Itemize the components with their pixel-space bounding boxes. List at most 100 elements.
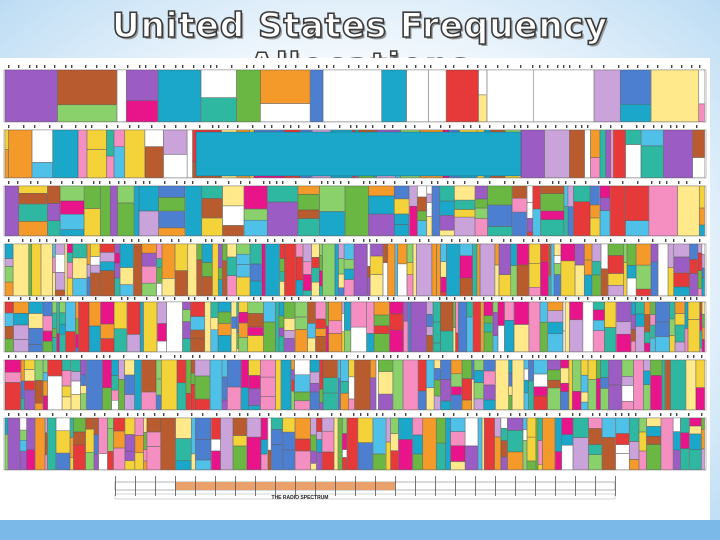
allocation-cell	[124, 460, 135, 470]
allocation-cell	[319, 211, 345, 236]
frequency-tick	[657, 65, 659, 68]
allocation-cell	[436, 243, 441, 296]
frequency-tick	[471, 355, 473, 358]
allocation-cell	[52, 328, 57, 338]
allocation-cell	[195, 131, 522, 177]
allocation-cell	[19, 440, 27, 452]
allocation-cell	[28, 301, 43, 314]
frequency-tick	[138, 239, 140, 242]
allocation-cell	[646, 417, 662, 427]
allocation-cell	[588, 444, 602, 455]
allocation-cell	[134, 417, 144, 436]
frequency-tick	[260, 297, 262, 300]
allocation-cell	[461, 359, 472, 379]
allocation-cell	[459, 243, 473, 256]
frequency-tick	[369, 239, 371, 242]
allocation-cell	[640, 129, 664, 146]
frequency-tick	[420, 413, 422, 416]
allocation-cell	[575, 243, 585, 266]
allocation-cell	[560, 260, 576, 296]
frequency-tick	[555, 355, 557, 358]
allocation-cell	[507, 417, 524, 431]
allocation-cell	[625, 144, 641, 178]
frequency-tick	[363, 239, 365, 242]
legend-tick	[355, 476, 356, 496]
allocation-cell	[524, 380, 529, 393]
allocation-cell	[73, 431, 86, 445]
allocation-cell	[451, 394, 462, 410]
allocation-cell	[615, 453, 630, 470]
allocation-cell	[72, 257, 87, 279]
frequency-tick	[191, 413, 193, 416]
legend-tick	[275, 476, 276, 496]
allocation-cell	[492, 335, 498, 352]
allocation-cell	[222, 376, 228, 400]
allocation-cell	[182, 309, 191, 322]
frequency-tick	[459, 239, 461, 242]
frequency-tick	[29, 65, 31, 68]
frequency-tick	[356, 125, 358, 128]
allocation-cell	[127, 301, 141, 335]
allocation-cell	[408, 301, 411, 352]
frequency-tick	[368, 297, 370, 300]
allocation-cell	[440, 330, 454, 352]
allocation-cell	[244, 220, 268, 236]
frequency-tick	[263, 181, 265, 184]
allocation-cell	[487, 226, 513, 236]
allocation-cell	[370, 359, 376, 378]
allocation-cell	[185, 185, 202, 236]
allocation-cell	[100, 185, 111, 236]
allocation-cell	[186, 359, 191, 394]
frequency-tick	[618, 65, 620, 68]
allocation-cell	[246, 417, 262, 438]
allocation-cell	[523, 429, 528, 441]
allocation-cell	[100, 261, 115, 271]
allocation-cell	[57, 69, 117, 105]
allocation-cell	[413, 243, 417, 296]
allocation-cell	[695, 387, 705, 410]
allocation-cell	[599, 197, 611, 211]
allocation-cell	[445, 417, 451, 470]
frequency-tick	[214, 297, 216, 300]
legend-tick	[455, 476, 456, 496]
allocation-cell	[34, 359, 43, 381]
frequency-tick	[391, 239, 393, 242]
allocation-cell	[494, 243, 499, 266]
frequency-tick	[8, 297, 10, 300]
allocation-cell	[564, 206, 568, 236]
allocation-cell	[569, 129, 585, 178]
allocation-cell	[90, 256, 100, 266]
allocation-cell	[62, 370, 72, 387]
frequency-tick	[249, 239, 251, 242]
allocation-cell	[160, 417, 176, 470]
allocation-cell	[615, 444, 630, 454]
allocation-cell	[31, 243, 41, 296]
allocation-cell	[42, 331, 53, 342]
frequency-tick	[690, 297, 692, 300]
allocation-cell	[4, 266, 14, 283]
allocation-cell	[100, 252, 115, 262]
allocation-cell	[284, 338, 295, 352]
allocation-cell	[156, 267, 162, 284]
allocation-cell	[114, 278, 120, 296]
frequency-tick	[66, 239, 68, 242]
allocation-cell	[500, 440, 508, 457]
allocation-cell	[669, 301, 675, 319]
allocation-cell	[434, 368, 441, 381]
legend-tick	[435, 476, 436, 496]
legend-tick	[235, 476, 236, 496]
allocation-cell	[590, 217, 600, 236]
allocation-cell	[84, 185, 101, 209]
allocation-cell	[454, 185, 476, 201]
allocation-cell	[8, 129, 33, 178]
frequency-tick	[282, 239, 284, 242]
legend-tick	[415, 476, 416, 496]
allocation-cell	[650, 338, 656, 352]
allocation-cell	[646, 436, 662, 445]
allocation-cell	[4, 243, 14, 259]
frequency-tick	[408, 297, 410, 300]
allocation-cell	[560, 383, 569, 392]
allocation-cell	[267, 185, 298, 203]
frequency-tick	[316, 355, 318, 358]
frequency-tick	[442, 355, 444, 358]
